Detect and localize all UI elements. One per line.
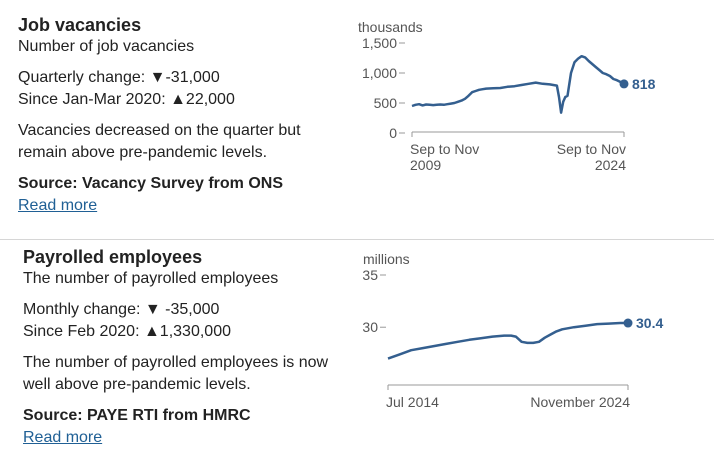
payrolled-employees-read-more-link[interactable]: Read more — [23, 429, 103, 446]
job-vacancies-read-more-link[interactable]: Read more — [18, 197, 98, 214]
vacancies-y-tick-label: 1,500 — [362, 35, 397, 51]
quarterly-change-label: Quarterly change: — [18, 69, 150, 86]
job-vacancies-title: Job vacancies — [18, 15, 142, 35]
payrolled-employees-source: Source: PAYE RTI from HMRC — [23, 407, 251, 424]
monthly-change-value: ▼ -35,000 — [144, 301, 220, 318]
payrolled-unit-label: millions — [363, 251, 410, 267]
since-feb-2020-label: Since Feb 2020: — [23, 323, 144, 340]
vacancies-x-tick-label: Sep to Nov — [410, 141, 479, 157]
vacancies-y-tick-label: 500 — [374, 95, 398, 111]
job-vacancies-subtitle: Number of job vacancies — [18, 38, 195, 55]
vacancies-unit-label: thousands — [358, 19, 423, 35]
job-vacancies-panel: Job vacancies Number of job vacancies Qu… — [18, 0, 656, 217]
section-divider — [0, 239, 714, 240]
payrolled-x-tick-label: Jul 2014 — [386, 394, 439, 410]
payrolled-employees-subtitle: The number of payrolled employees — [23, 270, 279, 287]
job-vacancies-source: Source: Vacancy Survey from ONS — [18, 175, 283, 192]
quarterly-change-value: ▼-31,000 — [149, 69, 220, 86]
vacancies-y-tick-label: 1,000 — [362, 65, 397, 81]
payrolled-x-tick-label: November 2024 — [530, 394, 630, 410]
payrolled-employees-panel: Payrolled employees The number of payrol… — [0, 240, 717, 458]
vacancies-series-line — [411, 54, 625, 114]
payrolled-employees-description: The number of payrolled employees is now… — [23, 354, 329, 393]
vacancies-last-value-label: 818 — [632, 76, 656, 92]
since-jan-mar-2020-label: Since Jan-Mar 2020: — [18, 91, 171, 108]
quarterly-change: Quarterly change: ▼-31,000 — [18, 67, 358, 89]
vacancies-x-tick-label: 2024 — [595, 157, 626, 173]
since-feb-2020-value: ▲1,330,000 — [143, 323, 231, 340]
job-vacancies-text: Job vacancies Number of job vacancies Qu… — [18, 0, 358, 217]
monthly-change-label: Monthly change: — [23, 301, 145, 318]
payrolled-y-tick-label: 30 — [362, 319, 378, 335]
payrolled-employees-chart: millions 30 35 30.4 Jul 2014 November 2024 — [362, 251, 663, 410]
payrolled-y-tick-label: 35 — [362, 267, 378, 283]
payrolled-series-line — [387, 321, 628, 360]
vacancies-last-point — [619, 79, 629, 89]
since-feb-2020: Since Feb 2020: ▲1,330,000 — [23, 321, 363, 343]
job-vacancies-stats: Quarterly change: ▼-31,000 Since Jan-Mar… — [18, 67, 358, 111]
monthly-change: Monthly change: ▼ -35,000 — [23, 299, 363, 321]
payrolled-last-point — [623, 318, 633, 328]
payrolled-employees-title: Payrolled employees — [23, 247, 203, 267]
since-jan-mar-2020: Since Jan-Mar 2020: ▲22,000 — [18, 89, 358, 111]
payrolled-employees-stats: Monthly change: ▼ -35,000 Since Feb 2020… — [23, 299, 363, 343]
vacancies-x-tick-label: Sep to Nov — [557, 141, 626, 157]
job-vacancies-description: Vacancies decreased on the quarter but r… — [18, 122, 301, 161]
vacancies-x-tick-label: 2009 — [410, 157, 441, 173]
vacancies-y-tick-label: 0 — [389, 125, 397, 141]
payrolled-last-value-label: 30.4 — [636, 315, 663, 331]
payrolled-employees-text: Payrolled employees The number of payrol… — [23, 240, 363, 449]
since-jan-mar-2020-value: ▲22,000 — [170, 91, 235, 108]
